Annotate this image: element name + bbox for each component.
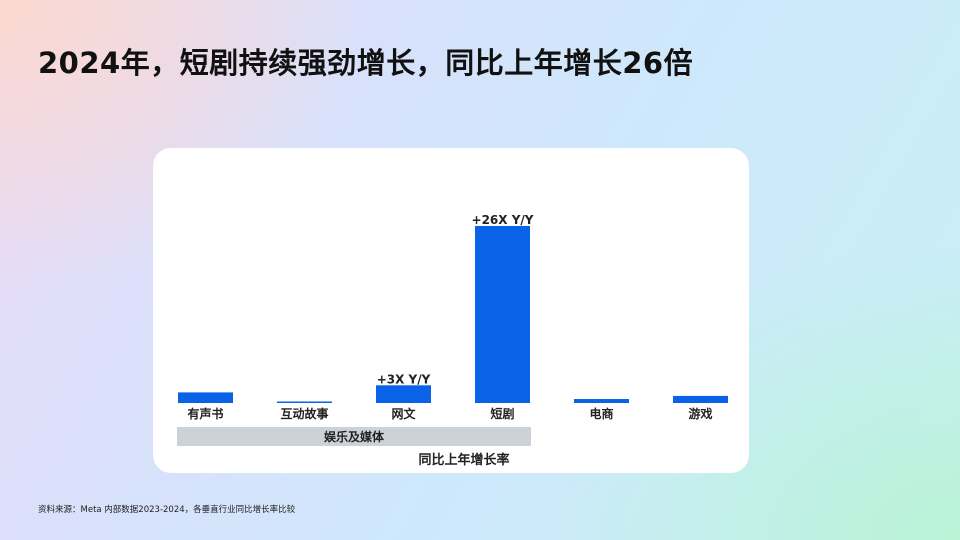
- bar-4: [574, 399, 629, 403]
- data-label-3: +26X Y/Y: [472, 213, 534, 227]
- bar-chart: 有声书 互动故事 网文 +3X Y/Y 短剧 +26X Y/Y 电商 游戏娱乐及媒体同比上年增…: [177, 213, 728, 468]
- bar-5: [673, 395, 728, 403]
- x-tick-label-3: 短剧: [490, 406, 514, 421]
- x-tick-label-1: 互动故事: [280, 406, 328, 421]
- x-tick-label-5: 游戏: [688, 406, 712, 421]
- group-band: [177, 427, 531, 446]
- bar-0: [178, 392, 233, 403]
- labels-layer: 有声书 互动故事 网文 +3X Y/Y 短剧 +26X Y/Y 电商 游戏娱乐及媒体同比上年增…: [187, 213, 712, 468]
- page-title: 2024年，短剧持续强劲增长，同比上年增长26倍: [38, 46, 694, 80]
- group-label: 娱乐及媒体: [324, 429, 385, 444]
- x-tick-label-4: 电商: [589, 406, 613, 421]
- data-label-2: +3X Y/Y: [377, 372, 431, 386]
- bar-3: [475, 225, 530, 403]
- bar-1: [277, 401, 332, 403]
- x-tick-label-2: 网文: [391, 406, 416, 421]
- x-axis-title: 同比上年增长率: [418, 452, 509, 468]
- chart-card: 有声书 互动故事 网文 +3X Y/Y 短剧 +26X Y/Y 电商 游戏娱乐及媒体同比上年增…: [153, 148, 749, 473]
- bars-layer: [177, 225, 728, 446]
- source-note: 资料来源：Meta 内部数据2023-2024，各垂直行业同比增长率比较: [38, 505, 296, 515]
- x-tick-label-0: 有声书: [187, 406, 223, 421]
- bar-2: [376, 385, 431, 403]
